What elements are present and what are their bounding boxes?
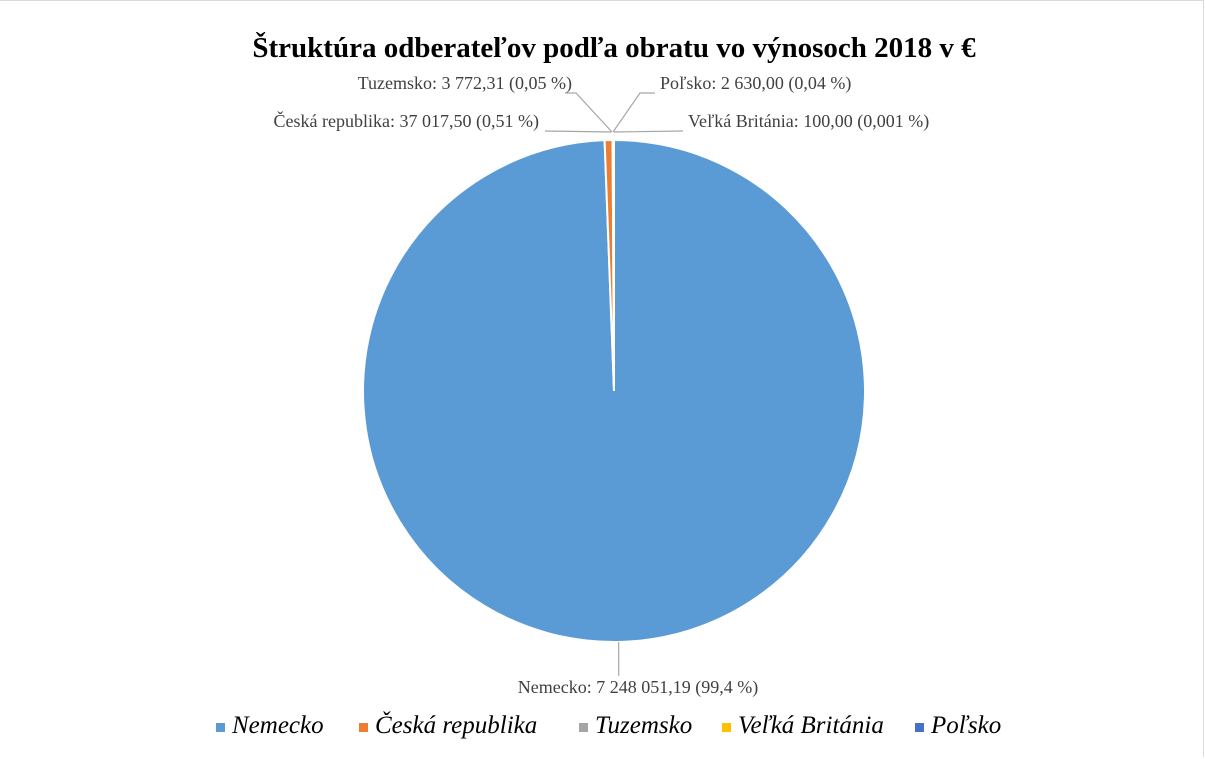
leader-line-polsko [612, 92, 655, 133]
legend-swatch-nemecko [216, 723, 225, 732]
legend-item-tuzemsko: Tuzemsko [579, 712, 692, 739]
legend-label-polsko: Poľsko [930, 712, 1001, 739]
legend-swatch-velka-britania [722, 723, 731, 732]
legend-label-velka-britania: Veľká Británia [738, 712, 884, 739]
legend-label-nemecko: Nemecko [231, 712, 324, 739]
legend-label-tuzemsko: Tuzemsko [595, 712, 692, 739]
data-labels: Nemecko: 7 248 051,19 (99,4 %) Česká repu… [274, 73, 930, 698]
data-label-tuzemsko: Tuzemsko: 3 772,31 (0,05 %) [358, 73, 572, 94]
pie-slices [362, 138, 866, 643]
legend-swatch-polsko [915, 723, 924, 732]
legend-item-ceska-republika: Česká republika [359, 711, 537, 739]
leader-lines [544, 92, 684, 676]
leader-line-ceska-republika [544, 130, 612, 133]
chart-title: Štruktúra odberateľov podľa obratu vo vý… [252, 31, 976, 64]
legend: Nemecko Česká republika Tuzemsko Veľká Brit… [216, 711, 1001, 739]
legend-label-ceska-republika: Česká republika [375, 711, 537, 739]
legend-item-nemecko: Nemecko [216, 712, 324, 739]
leader-line-tuzemsko [565, 92, 613, 133]
leader-line-velka-britania [613, 130, 684, 133]
data-label-ceska-republika: Česká republika: 37 017,50 (0,51 %) [274, 110, 539, 132]
data-label-polsko: Poľsko: 2 630,00 (0,04 %) [660, 73, 851, 94]
legend-swatch-tuzemsko [579, 723, 588, 732]
data-label-velka-britania: Veľká Británia: 100,00 (0,001 %) [688, 111, 929, 132]
legend-swatch-ceska-republika [359, 723, 368, 732]
legend-item-polsko: Poľsko [915, 712, 1001, 739]
data-label-nemecko: Nemecko: 7 248 051,19 (99,4 %) [518, 677, 758, 698]
slice-polsko [612, 138, 615, 392]
legend-item-velka-britania: Veľká Británia [722, 712, 884, 739]
